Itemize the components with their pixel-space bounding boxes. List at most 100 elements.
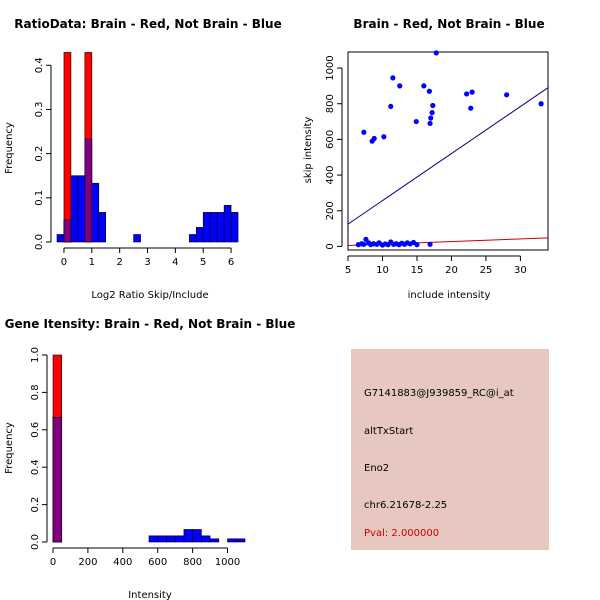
ratio-histogram-panel: RatioData: Brain - Red, Not Brain - Blue… [4, 17, 282, 301]
ratio-bar-not-brain [188, 234, 197, 243]
ratio-x-tick-label: 3 [144, 257, 150, 268]
pval-text: Pval: 2.000000 [364, 528, 439, 539]
ratio-bar-overlap [84, 138, 93, 243]
intensity-bar-not-brain [166, 535, 176, 543]
scatter-point [421, 83, 427, 89]
scatter-point [464, 91, 470, 97]
scatter-plot-box [347, 51, 549, 251]
ratio-y-tick-label: 0.4 [34, 57, 45, 73]
ratio-bar-brain [63, 52, 72, 243]
scatter-point [397, 83, 403, 89]
intensity-bar-not-brain [235, 538, 246, 543]
intensity-y-tick-label: 0.2 [30, 497, 41, 513]
intensity-bar-not-brain [157, 535, 167, 543]
gene-name-text: Eno2 [364, 463, 389, 474]
intensity-x-tick-label: 1000 [215, 557, 240, 568]
ratio-y-tick-label: 0.2 [34, 146, 45, 162]
ratio-bar-not-brain [216, 212, 225, 243]
intensity-x-tick-label: 400 [113, 557, 132, 568]
scatter-point [361, 129, 367, 135]
ratio-bar-not-brain [209, 212, 218, 243]
location-text: chr6.21678-2.25 [364, 500, 447, 511]
ratio-x-tick-label: 0 [61, 257, 67, 268]
ratio-bar-not-brain [230, 212, 239, 243]
ratio-bar-overlap [63, 219, 72, 243]
ratio-x-tick-label: 4 [172, 257, 178, 268]
scatter-point [429, 110, 435, 116]
ratio-x-tick-label: 2 [116, 257, 122, 268]
scatter-point [430, 102, 436, 109]
scatter-x-tick-label: 5 [345, 265, 351, 276]
intensity-x-tick-label: 0 [50, 557, 56, 568]
scatter-point [390, 75, 396, 81]
scatter-point [469, 89, 475, 95]
intensity-axes: 0 200 400 600 800 1000 0.0 0.2 0.4 0.6 0.8 1.0 [30, 347, 240, 568]
intensity-bars [52, 354, 246, 543]
scatter-points [355, 50, 544, 248]
scatter-point [538, 101, 544, 107]
scatter-point [504, 92, 510, 98]
scatter-point [363, 236, 369, 242]
scatter-point [413, 118, 419, 125]
scatter-y-tick-label: 0 [325, 243, 336, 249]
ratio-y-axis-label: Frequency [4, 122, 15, 174]
info-panel-background [351, 349, 549, 550]
ratio-bar-not-brain [202, 212, 211, 243]
intensity-bar-overlap [52, 416, 63, 543]
ratio-bar-not-brain [98, 212, 107, 243]
ratio-x-tick-label: 5 [200, 257, 206, 268]
scatter-point [388, 103, 394, 110]
ratio-y-tick-label: 0.1 [34, 190, 45, 206]
scatter-x-axis-label: include intensity [408, 290, 491, 301]
intensity-x-tick-label: 800 [183, 557, 202, 568]
scatter-fit-lines [347, 87, 549, 247]
ratio-bars [56, 52, 239, 243]
ratio-x-tick-label: 1 [89, 257, 95, 268]
intensity-y-tick-label: 1.0 [30, 347, 41, 363]
scatter-point [371, 135, 377, 142]
ratio-bar-not-brain [77, 175, 86, 243]
intensity-bar-not-brain [201, 535, 211, 543]
intensity-y-axis-label: Frequency [4, 422, 15, 474]
intensity-y-tick-label: 0.0 [30, 534, 41, 550]
scatter-chart-title: Brain - Red, Not Brain - Blue [353, 17, 544, 31]
ratio-bar-not-brain [195, 227, 204, 243]
intensity-y-tick-label: 0.8 [30, 384, 41, 400]
ratio-axes: 0 1 2 3 4 5 6 0.0 0.1 0.2 0.3 0.4 [34, 57, 234, 268]
ratio-bar-not-brain [56, 234, 65, 243]
scatter-y-tick-label: 1000 [325, 55, 336, 80]
scatter-point [433, 50, 439, 56]
scatter-x-tick-label: 15 [411, 265, 424, 276]
ratio-x-tick-label: 6 [228, 257, 234, 268]
scatter-point [381, 134, 387, 140]
ratio-y-tick-label: 0.0 [34, 234, 45, 250]
scatter-point [426, 88, 432, 94]
scatter-x-tick-label: 25 [480, 265, 493, 276]
not-brain-fit-line [347, 87, 549, 225]
intensity-bar-not-brain [183, 529, 193, 543]
ratio-y-tick-label: 0.3 [34, 101, 45, 117]
intensity-y-tick-label: 0.4 [30, 459, 41, 475]
intensity-bar-not-brain [148, 535, 159, 543]
intensity-x-axis-label: Intensity [128, 590, 172, 600]
scatter-y-tick-label: 200 [325, 201, 336, 220]
intensity-bar-not-brain [209, 538, 220, 543]
scatter-x-tick-label: 20 [445, 265, 458, 276]
scatter-y-tick-label: 800 [325, 94, 336, 113]
ratio-chart-title: RatioData: Brain - Red, Not Brain - Blue [14, 17, 281, 31]
intensity-histogram-panel: Gene Itensity: Brain - Red, Not Brain - … [4, 317, 295, 600]
scatter-point [361, 241, 367, 247]
scatter-panel: Brain - Red, Not Brain - Blue 5 10 15 20 25 3… [303, 17, 549, 301]
intensity-x-tick-label: 200 [78, 557, 97, 568]
info-panel: G7141883@J939859_RC@i_at altTxStart Eno2… [351, 349, 549, 550]
intensity-bar-not-brain [192, 529, 202, 543]
scatter-x-tick-label: 10 [376, 265, 389, 276]
scatter-y-tick-label: 400 [325, 166, 336, 185]
intensity-bar-not-brain [174, 535, 185, 543]
scatter-y-axis-label: skip intensity [303, 117, 314, 184]
ratio-bar-not-brain [223, 205, 232, 243]
ratio-bar-not-brain [133, 234, 141, 243]
intensity-bar-not-brain [227, 538, 237, 543]
scatter-point [427, 241, 433, 247]
